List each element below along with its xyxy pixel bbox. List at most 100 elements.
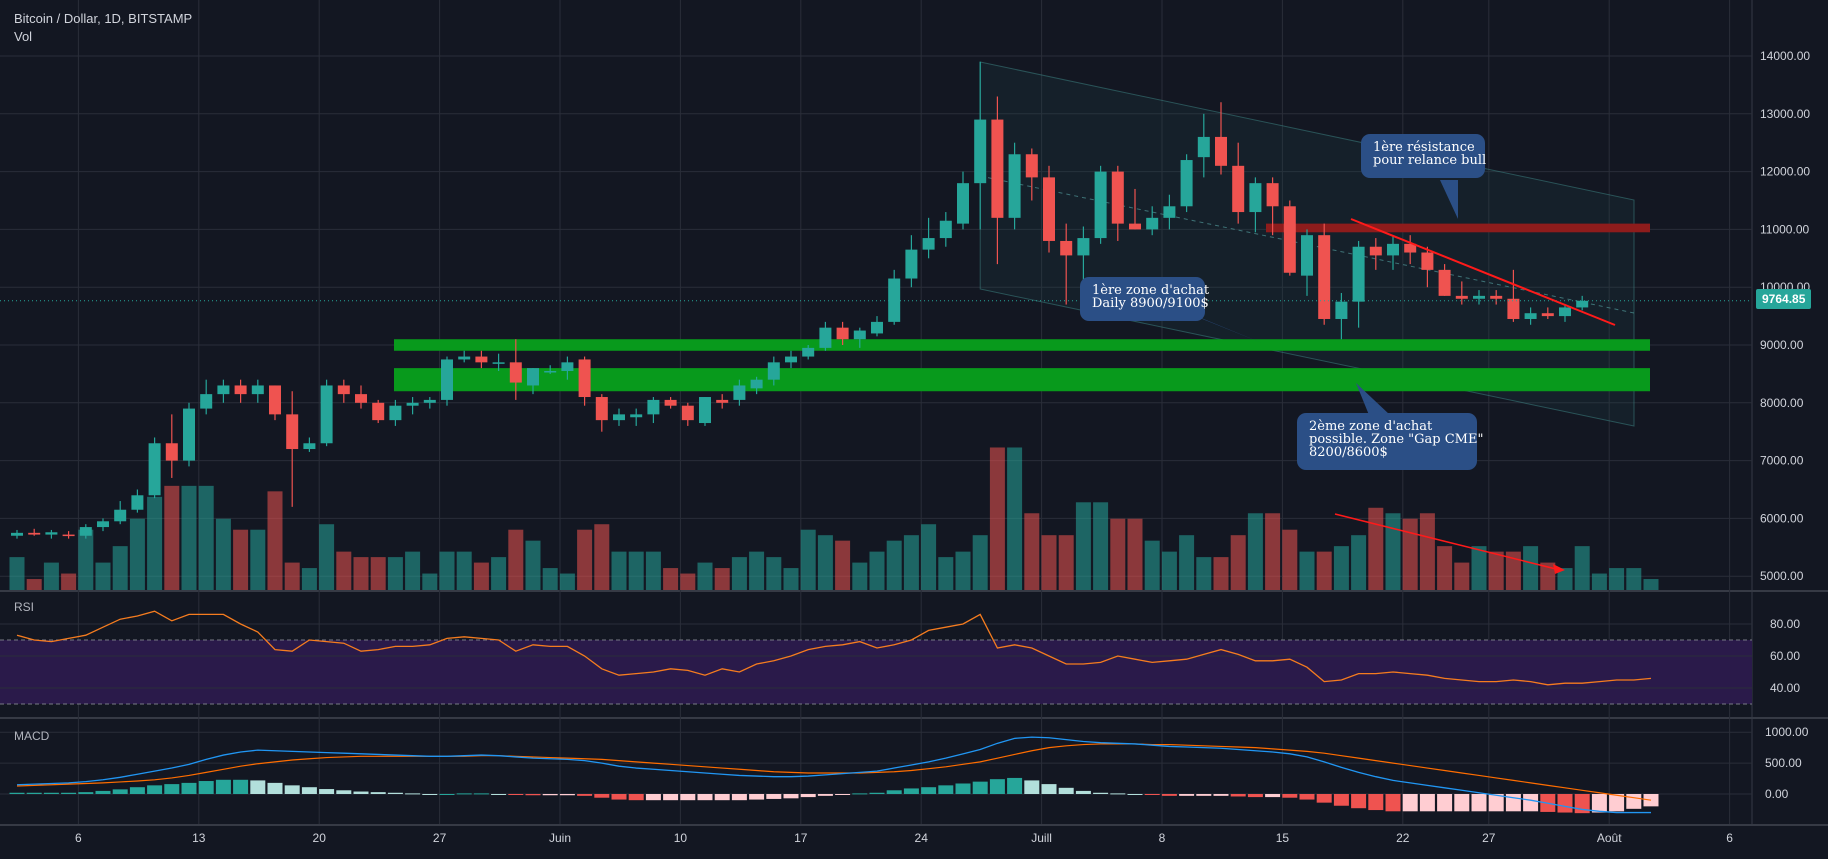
candle-body [406, 402, 419, 406]
macd-histogram-bar [1093, 792, 1109, 794]
x-tick-label: 27 [433, 831, 447, 845]
volume-bar [645, 551, 661, 590]
candle-body [561, 362, 574, 372]
macd-histogram-bar [1007, 777, 1023, 794]
volume-bar [1351, 535, 1367, 590]
macd-histogram-bar [301, 787, 317, 794]
macd-histogram-bar [1333, 794, 1349, 806]
macd-histogram-bar [473, 793, 489, 795]
candle-body [269, 385, 281, 415]
candle-body [1541, 313, 1554, 317]
volume-bar [112, 546, 128, 590]
macd-histogram-bar [9, 792, 25, 794]
macd-histogram-bar [353, 791, 369, 794]
volume-bar [1196, 557, 1212, 590]
macd-histogram-bar [663, 794, 679, 801]
candle-body [492, 362, 505, 364]
candle-body [1180, 160, 1193, 207]
volume-bar [1505, 551, 1521, 590]
macd-histogram-bar [164, 784, 180, 794]
candle-body [647, 399, 660, 415]
volume-bar [405, 551, 421, 590]
symbol-title: Bitcoin / Dollar, 1D, BITSTAMP [14, 11, 193, 26]
volume-bar [181, 485, 197, 590]
macd-tick-label: 1000.00 [1765, 725, 1809, 739]
candle-body [1559, 307, 1571, 317]
macd-histogram-bar [267, 782, 283, 794]
volume-bar [1007, 447, 1023, 590]
macd-histogram-bar [129, 787, 145, 794]
candle-body [320, 385, 333, 444]
macd-histogram-bar [61, 792, 77, 794]
volume-bar [1075, 502, 1091, 590]
y-tick-label: 8000.00 [1760, 396, 1804, 410]
volume-bar [456, 551, 472, 590]
volume-bar [1488, 551, 1504, 590]
volume-bar [1024, 513, 1040, 590]
rsi-tick-label: 80.00 [1770, 617, 1800, 631]
y-tick-label: 13000.00 [1760, 107, 1810, 121]
candle-body [527, 368, 539, 386]
macd-histogram-bar [542, 794, 558, 796]
macd-histogram-bar [491, 794, 507, 795]
candle-body [767, 362, 780, 380]
macd-histogram-bar [250, 780, 266, 794]
x-tick-label: Août [1597, 831, 1622, 845]
candle-body [251, 385, 264, 395]
macd-pane-label: MACD [14, 729, 50, 743]
last-price-tag: 9764.85 [1756, 289, 1812, 309]
candle-body [1215, 136, 1227, 166]
volume-bar [869, 551, 885, 590]
macd-histogram-bar [319, 789, 335, 794]
candle-body [1576, 300, 1589, 308]
volume-bar [731, 557, 747, 590]
candle-body [1438, 269, 1451, 296]
volume-bar [1540, 562, 1556, 590]
candle-body [389, 405, 402, 421]
candle-body [802, 347, 815, 357]
candle-body [234, 385, 247, 395]
volume-bar [1643, 579, 1659, 590]
annotation-buy-zone-1[interactable]: 1ère zone d'achat Daily 8900/9100$ [1080, 277, 1209, 321]
volume-bar [319, 524, 335, 590]
macd-histogram-bar [1419, 794, 1435, 812]
volume-bar [1471, 546, 1487, 590]
macd-histogram-bar [1402, 794, 1418, 812]
candle-body [1335, 301, 1348, 319]
macd-histogram-bar [1075, 790, 1091, 794]
macd-histogram-bar [955, 783, 971, 794]
rsi-pane-label: RSI [14, 600, 35, 614]
volume-bar [198, 485, 214, 590]
macd-histogram-bar [1179, 794, 1195, 796]
candle-body [45, 532, 58, 535]
candle-body [286, 414, 299, 450]
macd-histogram-bar [26, 792, 42, 794]
x-tick-label: Juin [549, 831, 571, 845]
macd-histogram-bar [147, 785, 163, 794]
volume-bar [1213, 557, 1229, 590]
macd-histogram-bar [387, 792, 403, 794]
volume-bar [78, 529, 94, 590]
y-tick-label: 14000.00 [1760, 49, 1810, 63]
candle-body [1094, 171, 1107, 239]
volume-bar [129, 518, 145, 590]
volume-bar [1265, 513, 1281, 590]
macd-histogram-bar [731, 794, 747, 801]
candle-body [664, 399, 677, 406]
volume-bar [491, 557, 507, 590]
macd-histogram-bar [1351, 794, 1367, 809]
candle-body [922, 238, 935, 250]
annotation-buy-zone-2[interactable]: 2ème zone d'achat possible. Zone "Gap CM… [1297, 413, 1483, 470]
annotation-resistance[interactable]: 1ère résistance pour relance bull [1361, 134, 1486, 178]
annotation-pointer-zone-1 [1184, 311, 1262, 343]
macd-histogram-bar [1437, 794, 1453, 812]
candle-body [1197, 136, 1210, 158]
candle-body [630, 414, 643, 418]
volume-bar [903, 535, 919, 590]
macd-histogram-bar [680, 794, 696, 801]
volume-bar [749, 551, 765, 590]
macd-histogram-bar [835, 794, 851, 795]
macd-histogram-bar [1316, 794, 1332, 803]
